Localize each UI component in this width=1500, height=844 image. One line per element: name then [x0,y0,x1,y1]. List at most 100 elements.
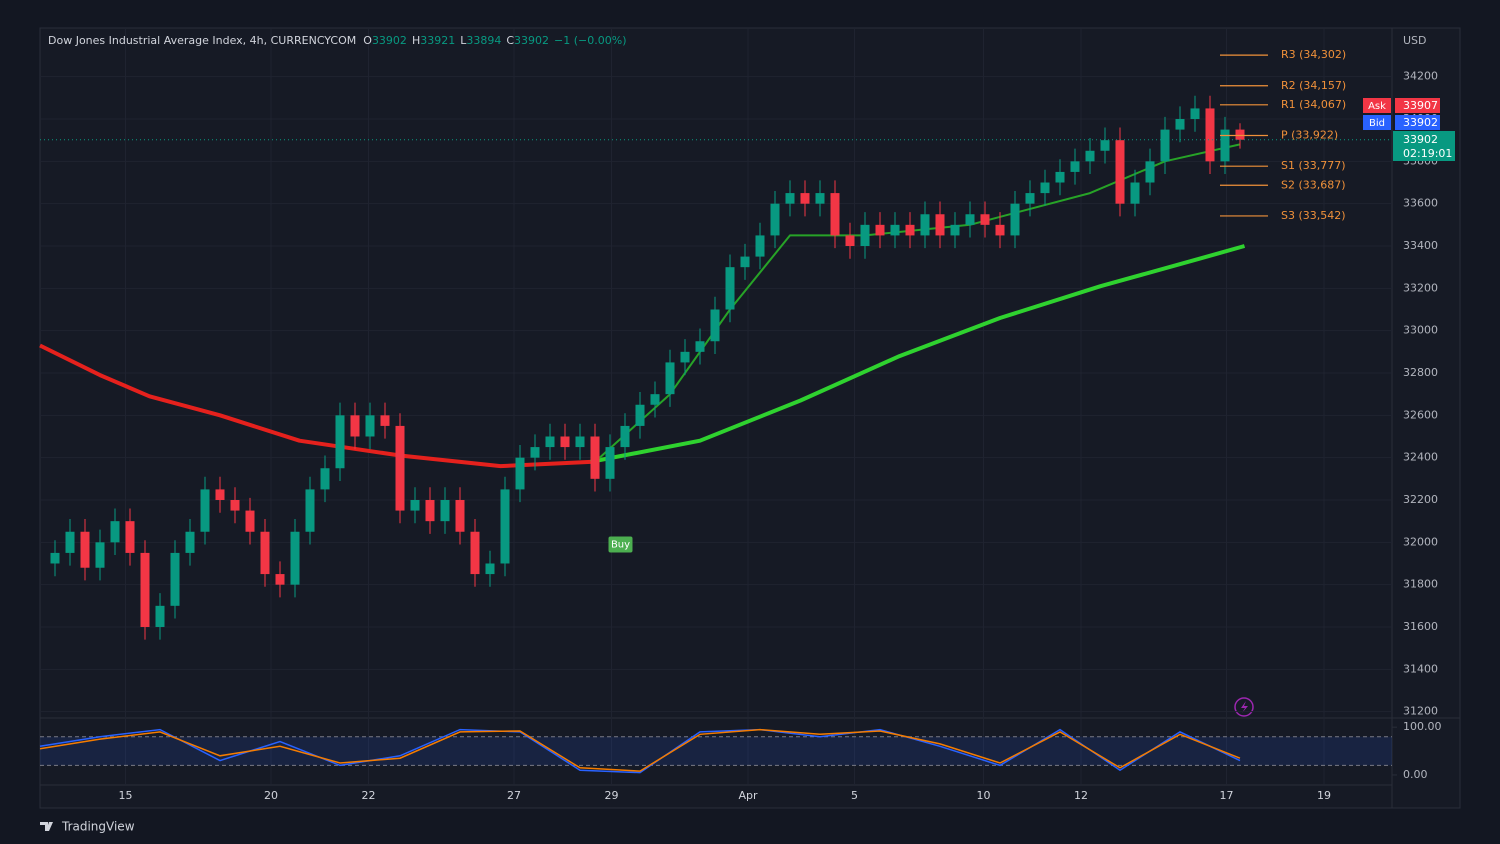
candle-body [635,404,645,426]
x-tick-label: 15 [119,789,133,802]
candle-body [485,563,495,575]
brand-logo [40,822,53,831]
candle-body [1010,203,1020,236]
x-tick-label: 22 [362,789,376,802]
bid-value-box [1395,115,1440,130]
candle-body [815,193,825,204]
candle-body [740,256,750,268]
candle-body [1070,161,1080,172]
candle-body [860,224,870,247]
candle-body [680,351,690,363]
quote-label: H [412,34,420,47]
candle-body [590,436,600,479]
ask-value-box [1395,98,1440,113]
candle-body [1085,150,1095,162]
candle-body [365,415,375,437]
y-tick-label: 32400 [1403,451,1438,464]
pivot-label: P (33,922) [1281,129,1338,142]
candle-body [380,415,390,426]
candle-body [230,499,240,511]
candle-body [935,214,945,236]
y-tick-label: 33600 [1403,197,1438,210]
candle-body [245,510,255,532]
candle-body [500,489,510,564]
candle-body [50,552,60,564]
candle-body [1205,108,1215,162]
pivot-label: S2 (33,687) [1281,178,1346,191]
x-tick-label: 17 [1220,789,1234,802]
x-tick-label: Apr [738,789,758,802]
candle-body [410,499,420,511]
candle-body [110,521,120,543]
alert-icon[interactable] [1234,697,1254,717]
candle-body [530,447,540,458]
buy-label: Buy [611,539,630,550]
candle-body [170,552,180,606]
candle-body [95,542,105,568]
candle-body [425,499,435,522]
candle-body [305,489,315,532]
ask-value: 33907 [1403,99,1438,112]
candle-body [560,436,570,448]
candle-body [320,468,330,490]
x-tick-label: 20 [264,789,278,802]
candle-body [455,499,465,532]
candle-body [1055,171,1065,183]
candle-body [965,214,975,225]
candle-body [335,415,345,469]
last-price: 33902 [1403,133,1438,146]
candle-body [845,235,855,247]
candle-body [470,531,480,575]
quote-change: −1 (−0.00%) [554,34,626,47]
pivot-label: R3 (34,302) [1281,48,1346,61]
candle-body [1190,108,1200,120]
y-tick-label: 32800 [1403,366,1438,379]
candle-body [80,531,90,568]
x-tick-label: 27 [507,789,521,802]
candle-body [905,224,915,236]
quote-label: O [363,34,372,47]
candle-body [1235,129,1245,140]
candle-body [1130,182,1140,204]
candle-body [1100,140,1110,151]
y-tick-label: 34200 [1403,70,1438,83]
candle-body [65,531,75,553]
chart-title: Dow Jones Industrial Average Index, 4h, … [48,34,356,47]
oscillator-band [40,736,1392,766]
candle-body [1115,140,1125,204]
candle-body [890,224,900,236]
quote-value: 33902 [372,34,407,47]
y-tick-label: 31800 [1403,578,1438,591]
y-tick-label: 33200 [1403,281,1438,294]
candle-body [620,425,630,448]
bid-tag [1363,115,1391,130]
candle-body [695,341,705,352]
bid-label: Bid [1369,118,1385,129]
candle-body [290,531,300,585]
x-tick-label: 29 [605,789,619,802]
countdown: 02:19:01 [1403,147,1452,160]
candle-body [440,499,450,522]
candle-body [125,521,135,553]
candle-body [665,362,675,395]
x-tick-label: 10 [977,789,991,802]
candle-body [1025,193,1035,204]
candle-body [200,489,210,532]
candle-body [1175,119,1185,130]
y-tick-label: 33400 [1403,239,1438,252]
bid-value: 33902 [1403,116,1438,129]
x-tick-label: 12 [1074,789,1088,802]
candle-body [1220,129,1230,162]
candle-body [1040,182,1050,194]
y-tick-label: 32600 [1403,408,1438,421]
chart-header: Dow Jones Industrial Average Index, 4h, … [48,34,627,47]
moving-average [590,244,1246,464]
candle-body [980,214,990,225]
candle-body [770,203,780,236]
moving-average [39,343,591,469]
candle-body [275,574,285,585]
candle-body [755,235,765,257]
candle-body [950,224,960,236]
